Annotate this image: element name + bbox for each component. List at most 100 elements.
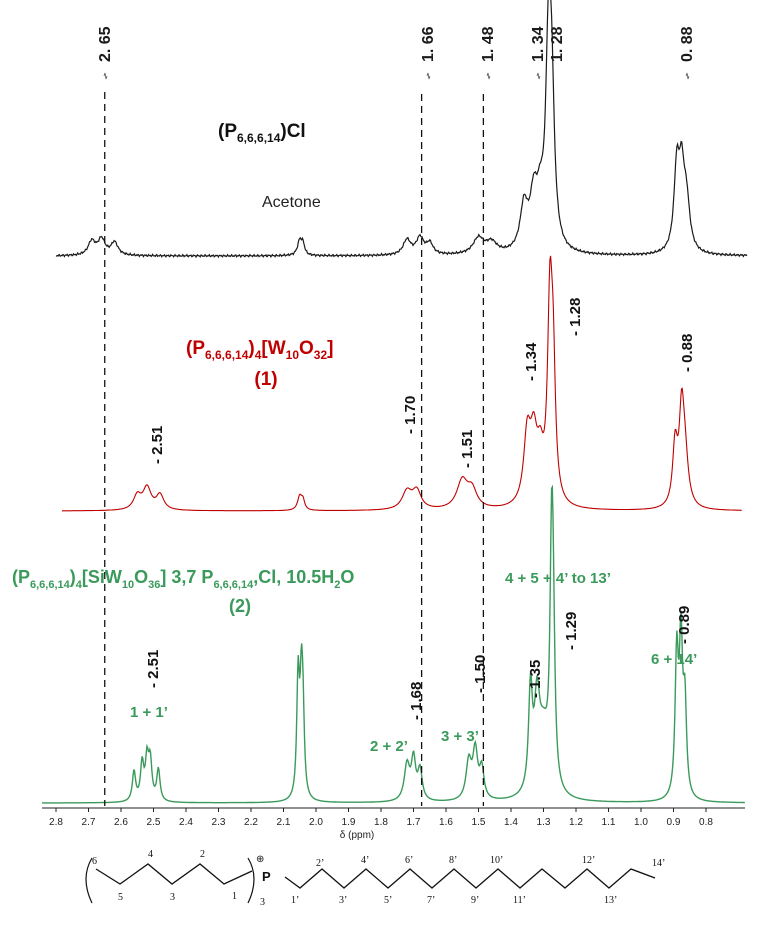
spectrum-trace-3 [42,484,745,804]
hexyl-chain [95,863,253,885]
peak-label: - 1.29 [563,612,580,650]
x-tick-label: 2.0 [309,817,323,828]
label-part: (P [186,338,205,359]
spectra-traces [42,0,748,804]
top-peak-label: 1. 48 [480,26,497,62]
carbon-label: 4 [148,849,153,860]
label-part: [SiW [82,567,122,587]
carbon-label: 12’ [582,855,595,866]
carbon-label: 7’ [427,895,435,906]
tetradecyl-chain [284,868,656,889]
compound-label-1: (P6,6,6,14)4[W10O32] (1) [186,338,333,390]
repeat-subscript: 3 [260,897,265,908]
x-tick-label: 1.4 [504,817,518,828]
label-subscript: 4 [76,579,83,591]
assignment-label: 6 + 14’ [651,651,697,668]
assignment-label: 3 + 3’ [441,728,479,745]
phosphorus-atom: P [262,869,271,884]
peak-label: - 1.51 [459,430,476,468]
x-tick-label: 1.1 [602,817,616,828]
label-subscript: 4 [255,348,262,362]
x-tick-label: 2.4 [179,817,193,828]
peak-label: - 1.50 [472,655,489,693]
x-axis-ticks: 2.8 2.7 2.6 2.5 2.4 2.3 2.2 2.1 2.0 1.9 1.8 1.7 1.6 1… [49,808,713,828]
x-tick-label: 1.7 [407,817,421,828]
label-part: O [299,338,314,359]
label-part: ] 3,7 P [160,567,213,587]
label-subscript: 32 [314,348,328,362]
compound-number: (1) [254,369,277,390]
x-tick-label: 0.8 [699,817,713,828]
spectrum-trace-1 [55,0,748,259]
assignment-label: 4 + 5 + 4’ to 13’ [505,570,611,587]
label-subscript: 6,6,6,14 [205,348,249,362]
x-tick-label: 0.9 [667,817,681,828]
carbon-label: 14’ [652,858,665,869]
x-tick-label: 1.6 [439,817,453,828]
structure-bracket-left [85,857,93,904]
hexyl-labels: 6 5 4 3 2 1 [92,849,237,903]
carbon-label: 11’ [513,895,526,906]
assignment-label: 2 + 2’ [370,738,408,755]
label-subscript: 10 [286,348,300,362]
solvent-label: Acetone [262,194,321,211]
x-tick-label: 2.1 [277,817,291,828]
peak-label: - 2.51 [145,650,162,688]
x-tick-label: 2.5 [147,817,161,828]
svg-text:(P6,6,6,14)4[SiW10O36] 3,7 P6,: (P6,6,6,14)4[SiW10O36] 3,7 P6,6,6,14,Cl,… [12,567,354,591]
carbon-label: 3 [170,892,175,903]
x-axis-label: δ (ppm) [340,830,374,841]
x-tick-label: 1.8 [374,817,388,828]
assignment-labels: 1 + 1’ 2 + 2’ 3 + 3’ 4 + 5 + 4’ to 13’ 6… [130,570,697,755]
carbon-label: 10’ [490,855,503,866]
label-subscript: 10 [122,579,134,591]
label-part: [W [261,338,285,359]
structure-bracket-right [247,857,255,904]
carbon-label: 2’ [316,858,324,869]
compound-label-2: (P6,6,6,14)4[SiW10O36] 3,7 P6,6,6,14,Cl,… [12,567,354,616]
label-part: O [134,567,148,587]
carbon-label: 13’ [604,895,617,906]
carbon-label: 5 [118,892,123,903]
label-part: (P [12,567,30,587]
svg-text:(P6,6,6,14)4[W10O32]: (P6,6,6,14)4[W10O32] [186,338,333,362]
x-tick-label: 1.5 [472,817,486,828]
spectrum-trace-2 [62,255,742,512]
peak-label: - 1.68 [408,682,425,720]
carbon-label: 1 [232,891,237,902]
chemical-structure: ⊕ P 3 6 5 4 3 2 1 1’ 2’ 3’ 4’ 5’ 6’ 7’ 8… [85,849,665,908]
label-part: (P [218,121,237,142]
label-part: ) [70,567,76,587]
x-tick-label: 1.0 [634,817,648,828]
carbon-label: 8’ [449,855,457,866]
green-peak-labels: - 2.51 - 1.68 - 1.50 - 1.35 - 1.29 - 0.8… [145,606,693,720]
x-tick-label: 2.6 [114,817,128,828]
label-part: )Cl [280,121,305,142]
peak-label: - 0.88 [679,334,696,372]
label-part: ) [248,338,254,359]
top-peak-label: 0. 88 [679,26,696,62]
top-peak-label: 2. 65 [97,26,114,62]
x-axis: 2.8 2.7 2.6 2.5 2.4 2.3 2.2 2.1 2.0 1.9 1.8 1.7 1.6 1… [42,807,745,841]
carbon-label: 6 [92,856,97,867]
peak-ticks [103,72,690,80]
top-peak-label: 1. 34 [530,26,547,62]
label-part: ,Cl, 10.5H [253,567,334,587]
x-tick-label: 2.8 [49,817,63,828]
carbon-label: 5’ [384,895,392,906]
label-part: O [340,567,354,587]
top-peak-labels: 2. 65 1. 66 1. 48 1. 34 1. 28 0. 88 [97,26,696,80]
svg-text:(P6,6,6,14)Cl: (P6,6,6,14)Cl [218,121,306,145]
carbon-label: 6’ [405,855,413,866]
reference-lines [104,92,485,806]
peak-label: - 1.35 [527,660,544,698]
label-subscript: 36 [148,579,160,591]
peak-label: - 1.70 [402,396,419,434]
top-peak-label: 1. 66 [420,26,437,62]
carbon-label: 3’ [339,895,347,906]
x-tick-label: 1.9 [342,817,356,828]
carbon-label: 1’ [291,895,299,906]
x-tick-label: 2.3 [212,817,226,828]
red-peak-labels: - 2.51 - 1.70 - 1.51 - 1.34 - 1.28 - 0.8… [149,298,696,468]
